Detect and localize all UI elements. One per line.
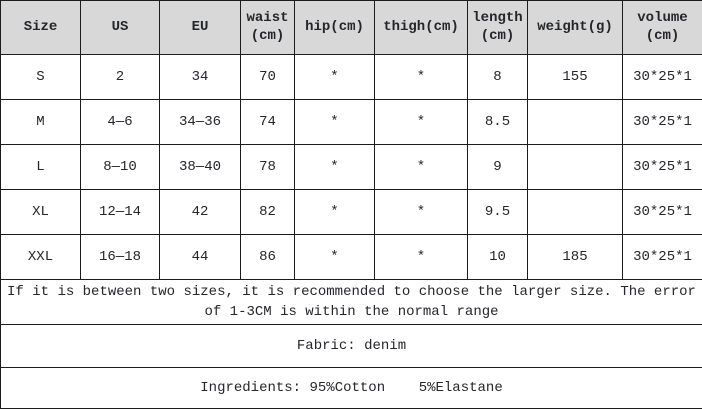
cell-length: 8 [467, 54, 528, 101]
cell-waist: 86 [240, 234, 295, 281]
cell-volume: 30*25*1 [622, 189, 702, 236]
cell-thigh: * [374, 189, 468, 236]
ingredients-text: Ingredients: 95%Cotton 5%Elastane [0, 367, 702, 409]
cell-us: 2 [80, 54, 160, 101]
cell-size: XXL [0, 234, 81, 281]
cell-weight: 155 [527, 54, 623, 101]
column-header-waist: waist (cm) [240, 0, 295, 56]
column-header-volume: volume (cm) [622, 0, 702, 56]
cell-eu: 34—36 [159, 99, 241, 146]
size-row-xxl: XXL 16—18 44 86 * * 10 185 30*25*1 [0, 234, 702, 281]
cell-eu: 44 [159, 234, 241, 281]
cell-eu: 38—40 [159, 144, 241, 191]
size-row-xl: XL 12—14 42 82 * * 9.5 30*25*1 [0, 189, 702, 236]
cell-us: 8—10 [80, 144, 160, 191]
cell-hip: * [294, 144, 375, 191]
cell-thigh: * [374, 144, 468, 191]
cell-size: M [0, 99, 81, 146]
column-header-size: Size [0, 0, 81, 56]
cell-weight: 185 [527, 234, 623, 281]
header-row: Size US EU waist (cm) hip(cm) thigh(cm) … [0, 0, 702, 56]
column-header-weight: weight(g) [527, 0, 623, 56]
cell-waist: 82 [240, 189, 295, 236]
cell-eu: 34 [159, 54, 241, 101]
column-header-length: length (cm) [467, 0, 528, 56]
cell-thigh: * [374, 54, 468, 101]
cell-us: 12—14 [80, 189, 160, 236]
sizing-advice-text: If it is between two sizes, it is recomm… [0, 279, 702, 326]
cell-volume: 30*25*1 [622, 234, 702, 281]
cell-us: 16—18 [80, 234, 160, 281]
cell-hip: * [294, 189, 375, 236]
cell-thigh: * [374, 99, 468, 146]
cell-hip: * [294, 234, 375, 281]
cell-length: 9.5 [467, 189, 528, 236]
cell-eu: 42 [159, 189, 241, 236]
cell-weight [527, 99, 623, 146]
size-row-l: L 8—10 38—40 78 * * 9 30*25*1 [0, 144, 702, 191]
cell-waist: 74 [240, 99, 295, 146]
cell-weight [527, 144, 623, 191]
size-row-s: S 2 34 70 * * 8 155 30*25*1 [0, 54, 702, 101]
cell-thigh: * [374, 234, 468, 281]
column-header-hip: hip(cm) [294, 0, 375, 56]
size-row-m: M 4—6 34—36 74 * * 8.5 30*25*1 [0, 99, 702, 146]
cell-volume: 30*25*1 [622, 144, 702, 191]
note-row-sizing-advice: If it is between two sizes, it is recomm… [0, 279, 702, 326]
cell-length: 9 [467, 144, 528, 191]
cell-size: XL [0, 189, 81, 236]
column-header-thigh: thigh(cm) [374, 0, 468, 56]
cell-waist: 78 [240, 144, 295, 191]
cell-us: 4—6 [80, 99, 160, 146]
note-row-fabric: Fabric: denim [0, 324, 702, 369]
cell-size: S [0, 54, 81, 101]
column-header-eu: EU [159, 0, 241, 56]
cell-waist: 70 [240, 54, 295, 101]
note-row-ingredients: Ingredients: 95%Cotton 5%Elastane [0, 367, 702, 409]
column-header-us: US [80, 0, 160, 56]
cell-volume: 30*25*1 [622, 54, 702, 101]
fabric-text: Fabric: denim [0, 324, 702, 369]
cell-length: 10 [467, 234, 528, 281]
cell-hip: * [294, 99, 375, 146]
cell-weight [527, 189, 623, 236]
cell-size: L [0, 144, 81, 191]
cell-hip: * [294, 54, 375, 101]
cell-volume: 30*25*1 [622, 99, 702, 146]
cell-length: 8.5 [467, 99, 528, 146]
